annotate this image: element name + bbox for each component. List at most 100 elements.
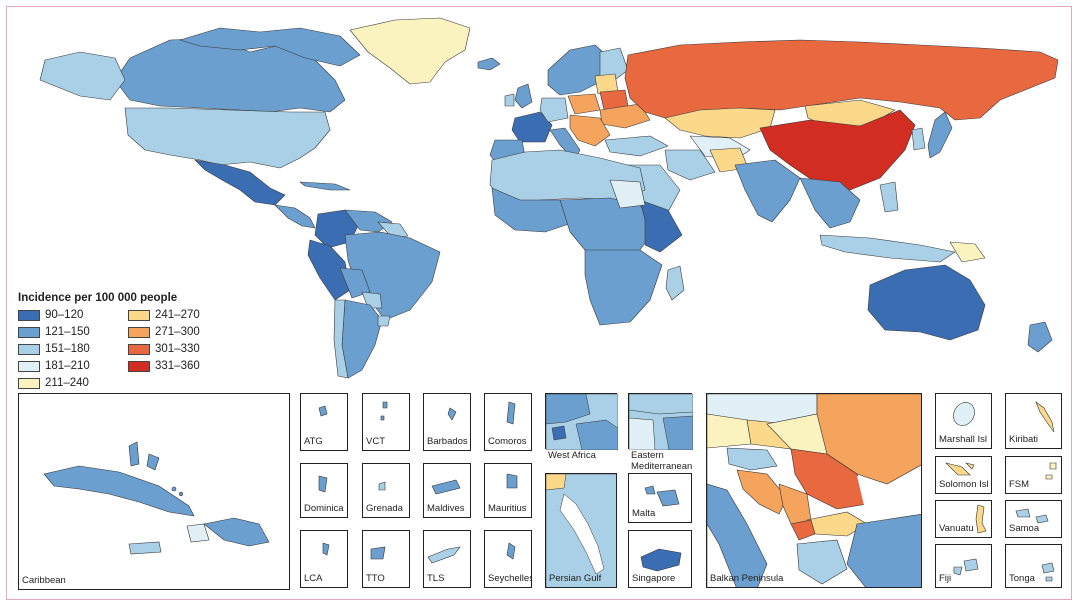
inset-samoa: Samoa: [1005, 500, 1062, 538]
inset-persian-gulf: Persian Gulf: [545, 473, 617, 588]
region-china: [759, 109, 916, 191]
legend: Incidence per 100 000 people 90–120 241–…: [18, 292, 288, 391]
inset-label-atg: ATG: [304, 436, 323, 447]
legend-swatch: [128, 309, 150, 321]
legend-item: 271–300: [128, 324, 238, 340]
legend-label: 241–270: [155, 309, 200, 321]
legend-item: 90–120: [18, 307, 128, 323]
legend-label: 151–180: [45, 343, 90, 355]
region-france: [511, 111, 553, 143]
inset-label-solomon: Solomon Isl: [939, 479, 989, 490]
inset-label-vanuatu: Vanuatu: [939, 523, 974, 534]
inset-atg: ATG: [300, 393, 348, 451]
inset-dominica: Dominica: [300, 463, 348, 518]
inset-fsm: FSM: [1005, 456, 1062, 494]
legend-label: 211–240: [45, 377, 89, 389]
inset-comoros: Comoros: [484, 393, 532, 451]
region-png: [949, 241, 986, 263]
region-korea: [911, 127, 926, 151]
inset-label-comoros: Comoros: [488, 436, 527, 447]
region-indonesia: [819, 234, 956, 263]
region-usa: [124, 107, 331, 169]
inset-grenada: Grenada: [362, 463, 410, 518]
region-germany: [539, 97, 569, 123]
region-paraguay: [361, 291, 383, 309]
inset-tto: TTO: [362, 530, 410, 588]
region-argentina: [341, 299, 383, 379]
inset-label-west-africa: West Africa: [548, 450, 596, 461]
region-chile: [333, 299, 349, 379]
inset-label-lca: LCA: [304, 573, 323, 584]
inset-kiribati: Kiribati: [1005, 393, 1062, 449]
legend-label: 121–150: [45, 326, 90, 338]
legend-swatch: [18, 343, 40, 355]
legend-label: 181–210: [45, 360, 90, 372]
inset-vanuatu: Vanuatu: [935, 500, 992, 538]
legend-label: 301–330: [155, 343, 200, 355]
region-southern-africa: [584, 249, 663, 326]
inset-label-mauritius: Mauritius: [488, 503, 527, 514]
inset-label-barbados: Barbados: [427, 436, 468, 447]
region-guianas: [377, 221, 409, 239]
inset-label-seychelles: Seychelles: [488, 573, 532, 584]
legend-item: 241–270: [128, 307, 238, 323]
inset-label-dominica: Dominica: [304, 503, 344, 514]
region-central-america: [274, 204, 316, 229]
inset-seychelles: Seychelles: [484, 530, 532, 588]
region-west-africa: [491, 187, 576, 233]
region-turkey: [604, 135, 669, 157]
inset-label-balkan: Balkan Peninsula: [710, 573, 784, 584]
inset-malta: Malta: [628, 473, 692, 523]
legend-swatch: [128, 360, 150, 372]
legend-swatch: [128, 326, 150, 338]
region-new-zealand: [1027, 321, 1053, 353]
inset-marshall: Marshall Isl: [935, 393, 992, 449]
inset-barbados: Barbados: [423, 393, 471, 451]
inset-label-persian-gulf: Persian Gulf: [549, 573, 602, 584]
legend-swatch: [18, 360, 40, 372]
inset-west-africa: West Africa: [545, 393, 618, 461]
legend-item: 121–150: [18, 324, 128, 340]
region-iran: [664, 149, 716, 181]
inset-label-samoa: Samoa: [1009, 523, 1040, 534]
legend-grid: 90–120 241–270 121–150 271–300 151–180 3…: [18, 307, 288, 391]
legend-item: 331–360: [128, 358, 238, 374]
region-australia: [867, 264, 986, 341]
inset-tls: TLS: [423, 530, 471, 588]
inset-tonga: Tonga: [1005, 544, 1062, 588]
inset-balkan: Balkan Peninsula: [706, 393, 922, 588]
world-map: [39, 17, 1059, 379]
inset-maldives: Maldives: [423, 463, 471, 518]
inset-vct: VCT: [362, 393, 410, 451]
region-madagascar: [665, 265, 685, 301]
region-philippines: [879, 181, 899, 213]
legend-label: 331–360: [155, 360, 200, 372]
region-balkans: [569, 114, 611, 147]
inset-solomon: Solomon Isl: [935, 456, 992, 494]
region-iceland: [477, 57, 501, 71]
legend-item: 151–180: [18, 341, 128, 357]
inset-label-tonga: Tonga: [1009, 573, 1035, 584]
region-greenland: [349, 17, 471, 85]
inset-label-fsm: FSM: [1009, 479, 1030, 490]
legend-item: 211–240: [18, 375, 128, 391]
inset-fiji: Fiji: [935, 544, 992, 588]
region-cuba: [299, 181, 351, 191]
legend-title: Incidence per 100 000 people: [18, 292, 178, 304]
legend-label: 90–120: [45, 309, 84, 321]
inset-label-singapore: Singapore: [632, 573, 676, 584]
inset-label-fiji: Fiji: [939, 573, 952, 584]
region-east-africa: [639, 199, 683, 253]
figure-frame: [6, 6, 1072, 600]
region-japan: [927, 111, 953, 159]
region-uruguay: [377, 315, 391, 327]
region-arctic-islands: [179, 27, 361, 67]
region-alaska: [39, 51, 126, 101]
legend-swatch: [128, 343, 150, 355]
legend-item: 181–210: [18, 358, 128, 374]
inset-singapore: Singapore: [628, 530, 692, 588]
inset-label-malta: Malta: [632, 508, 656, 519]
region-mexico: [194, 159, 286, 206]
inset-label-caribbean: Caribbean: [22, 575, 66, 586]
region-central-africa: [559, 197, 656, 259]
